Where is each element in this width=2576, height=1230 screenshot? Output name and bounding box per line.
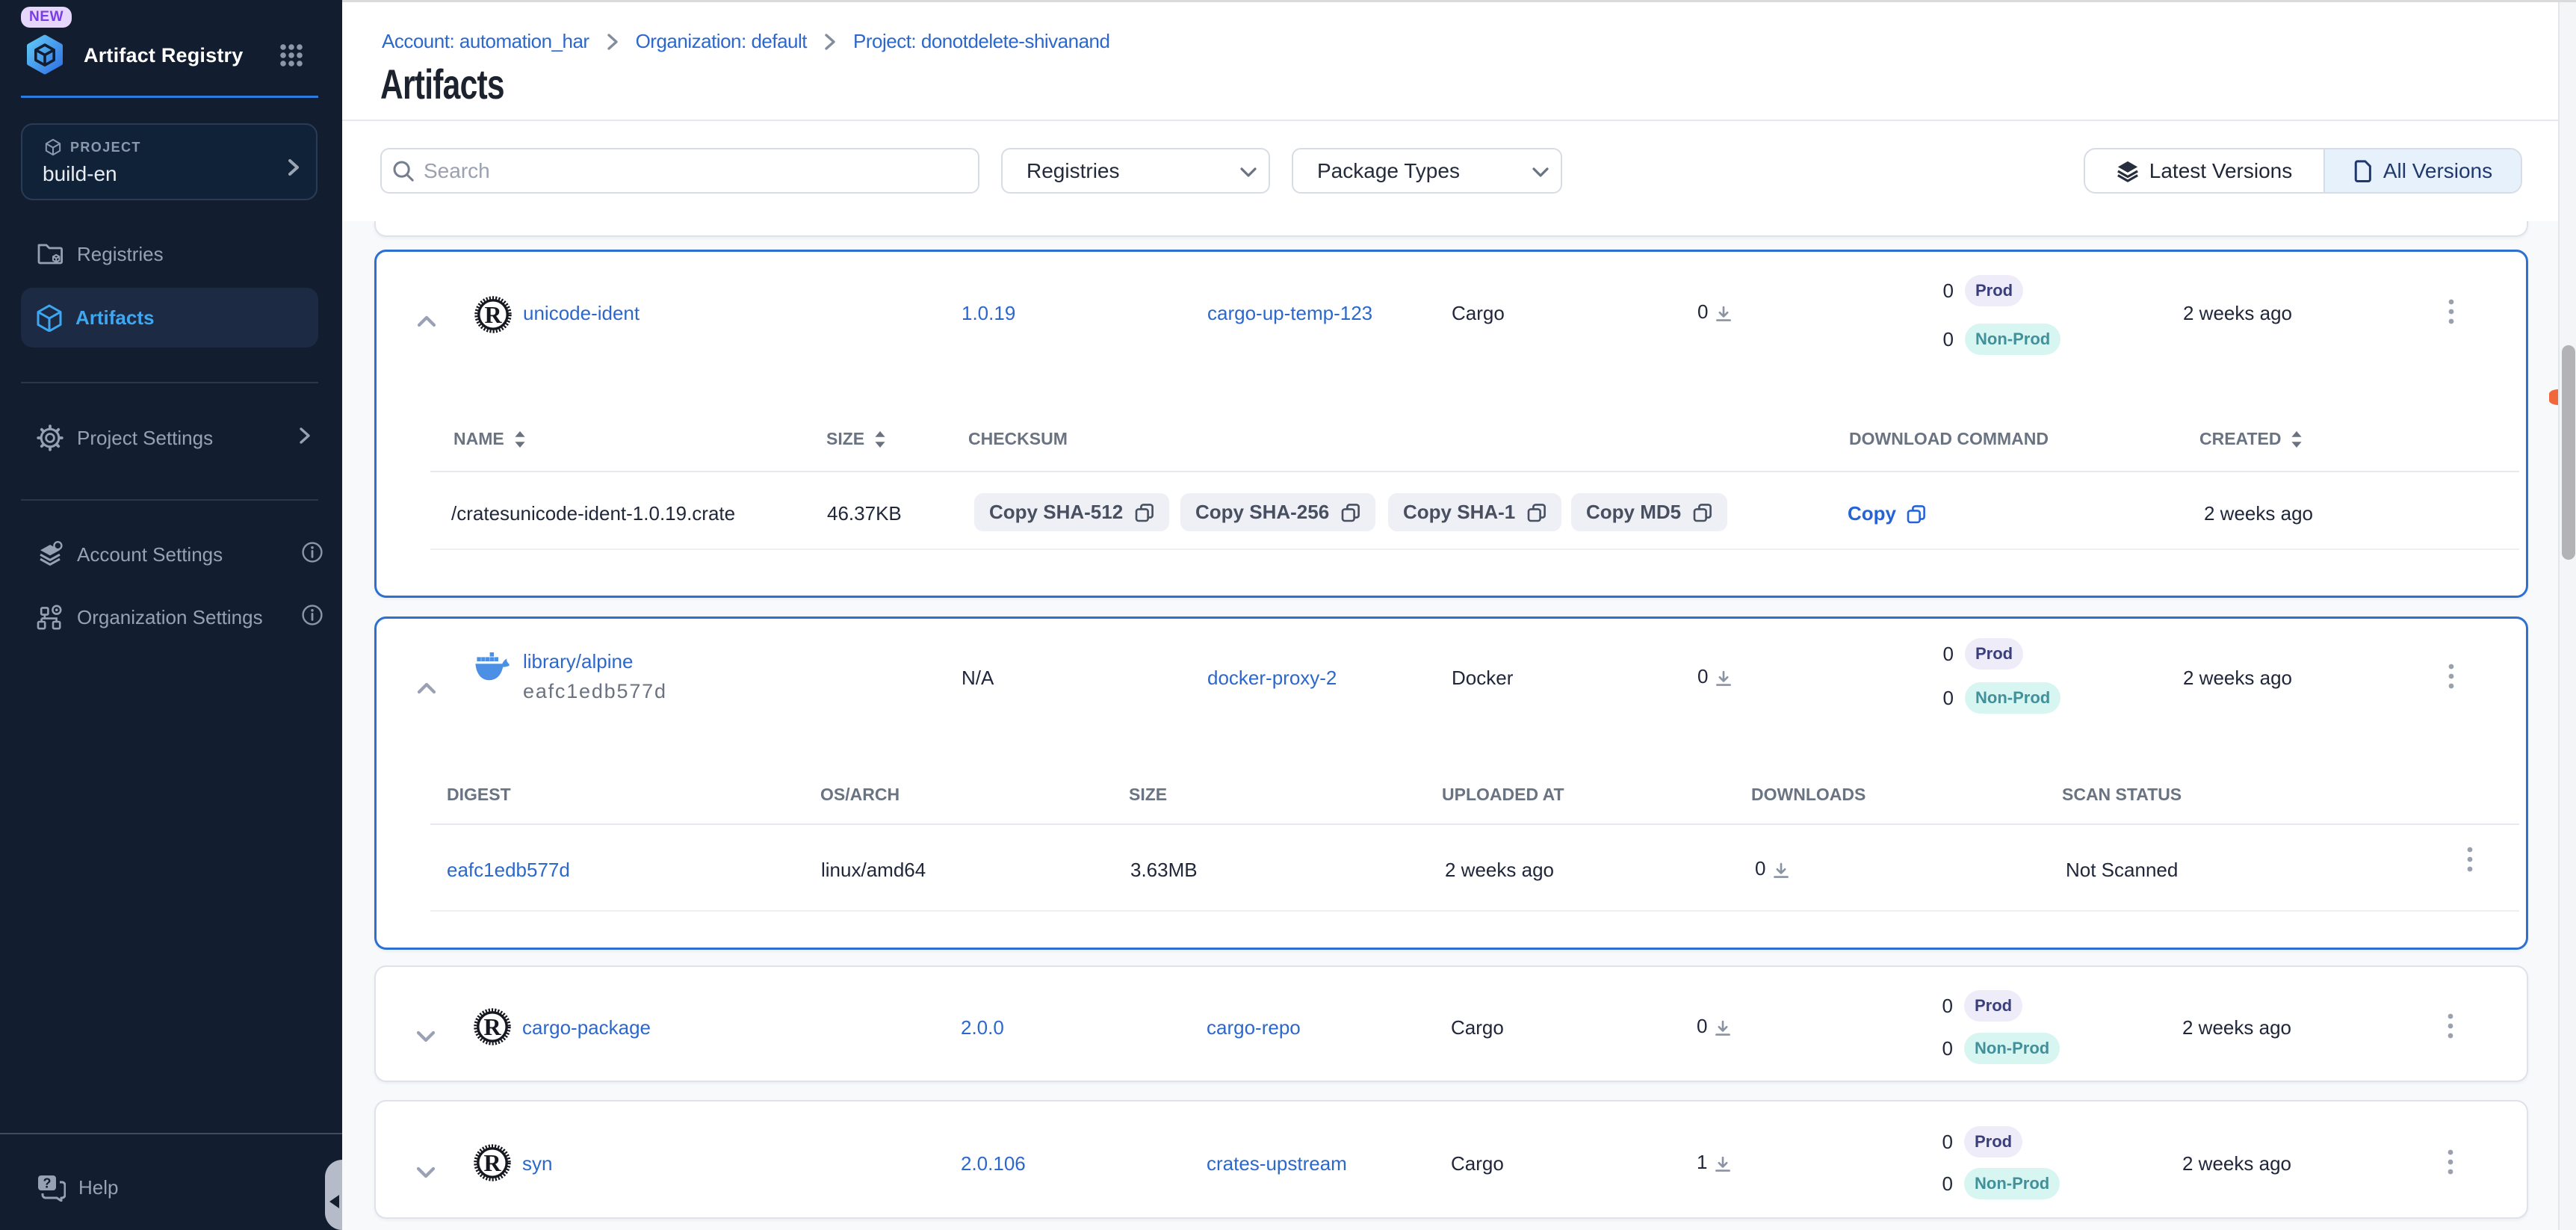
svg-text:?: ? xyxy=(43,1176,52,1191)
svg-text:R: R xyxy=(484,301,502,328)
svg-text:R: R xyxy=(483,1149,501,1176)
svg-text:R: R xyxy=(483,1013,501,1040)
